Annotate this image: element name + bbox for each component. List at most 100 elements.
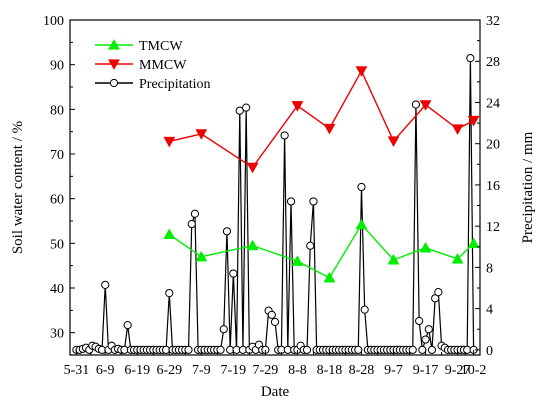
precipitation-point: [123, 321, 132, 330]
precipitation-point: [280, 131, 289, 140]
legend-mmcw-label: MMCW: [139, 58, 187, 73]
left-y-tick-label: 30: [50, 327, 64, 342]
precipitation-point: [222, 227, 232, 236]
legend-precipitation-label: Precipitation: [139, 77, 211, 92]
mmcw-point: [246, 162, 259, 174]
left-y-tick-label: 70: [50, 148, 64, 163]
precipitation-point: [219, 325, 228, 334]
mmcw-point: [451, 124, 464, 136]
precipitation-point: [187, 219, 196, 229]
tmcw-point: [163, 228, 176, 240]
precipitation-point: [309, 197, 318, 206]
precipitation-point: [184, 345, 193, 354]
x-tick-label: 10-2: [461, 363, 487, 378]
precipitation-point: [216, 345, 225, 354]
x-tick-label: 9-7: [384, 363, 403, 378]
tmcw-line: [168, 223, 475, 279]
right-y-tick-label: 24: [486, 96, 500, 111]
precipitation-point: [411, 100, 421, 109]
precipitation-point: [242, 103, 251, 112]
x-tick-label: 6-19: [124, 363, 150, 378]
tmcw-point: [387, 253, 400, 265]
legend: TMCW MMCW Precipitation: [95, 38, 211, 92]
right-y-tick-label: 0: [486, 344, 493, 359]
precipitation-point: [165, 289, 174, 298]
tmcw-point: [419, 241, 432, 253]
precipitation-point: [306, 241, 315, 250]
right-y-tick-label: 12: [486, 220, 500, 235]
precipitation-point: [434, 288, 443, 297]
left-y-tick-label: 50: [50, 237, 64, 252]
mmcw-point: [387, 136, 400, 148]
precipitation-point: [415, 316, 424, 326]
precipitation-point: [101, 280, 110, 290]
precipitation-point: [270, 317, 280, 327]
precipitation-point: [354, 345, 363, 354]
x-tick-label: 9-17: [413, 363, 439, 378]
left-y-tick-label: 80: [50, 103, 64, 118]
series-layer: [72, 54, 480, 354]
legend-tmcw-label: TMCW: [139, 39, 183, 54]
right-y-tick-label: 28: [486, 55, 500, 70]
precipitation-point: [229, 269, 238, 278]
tmcw-point: [355, 218, 368, 230]
x-tick-label: 8-18: [317, 363, 343, 378]
left-y-axis-title: Soil water content / %: [10, 121, 26, 254]
mmcw-point: [467, 115, 480, 127]
precipitation-point: [466, 54, 475, 63]
tmcw-point: [195, 250, 208, 262]
x-tick-label: 6-29: [156, 363, 182, 378]
mmcw-point: [355, 66, 368, 77]
x-axis-title: Date: [261, 384, 290, 400]
tmcw-point: [291, 255, 304, 266]
left-y-tick-label: 60: [50, 193, 64, 208]
precipitation-point: [357, 182, 366, 192]
precipitation-point: [286, 197, 296, 206]
x-tick-label: 9-27: [445, 363, 471, 378]
precipitation-point: [235, 106, 244, 115]
tmcw-point: [323, 271, 336, 283]
x-tick-label: 8-28: [349, 363, 375, 378]
mmcw-point: [163, 136, 176, 148]
axis-layer: 30 40 50 60 70 80 90 100 0 4 8 12 16 20 24 28 32 5-31 6-9 6…: [43, 14, 500, 378]
right-y-tick-label: 16: [486, 179, 500, 194]
left-y-tick-label: 90: [50, 59, 64, 74]
tmcw-point: [467, 237, 480, 248]
x-tick-label: 7-29: [253, 363, 279, 378]
legend-precipitation-marker: [109, 78, 119, 88]
mmcw-point: [419, 100, 432, 111]
x-tick-label: 7-19: [221, 363, 247, 378]
left-y-tick-label: 40: [50, 282, 64, 297]
right-y-tick-label: 20: [486, 138, 500, 153]
x-tick-label: 6-9: [96, 363, 115, 378]
x-tick-label: 5-31: [64, 363, 90, 378]
x-tick-label: 8-8: [288, 363, 307, 378]
precipitation-point: [302, 345, 312, 354]
legend-mmcw-marker: [108, 59, 120, 71]
mmcw-point: [291, 101, 304, 112]
mmcw-line: [169, 69, 474, 169]
right-y-tick-label: 8: [486, 261, 493, 276]
x-tick-label: 7-9: [192, 363, 211, 378]
mmcw-point: [195, 129, 208, 140]
legend-tmcw-marker: [108, 38, 120, 50]
right-y-axis-title: Precipitation / mm: [520, 131, 536, 243]
precipitation-point: [427, 345, 437, 354]
right-y-tick-label: 32: [486, 14, 500, 29]
precipitation-point: [408, 345, 417, 354]
precipitation-point: [360, 305, 369, 314]
mmcw-point: [323, 123, 336, 135]
precipitation-point: [424, 325, 433, 334]
left-y-tick-label: 100: [43, 14, 64, 29]
precipitation-point: [431, 294, 440, 303]
plot-frame: [69, 19, 481, 356]
right-y-tick-label: 4: [486, 303, 493, 318]
precipitation-point: [190, 209, 200, 218]
precipitation-point: [421, 335, 430, 344]
precipitation-point: [418, 345, 427, 354]
precipitation-point: [267, 310, 276, 319]
tmcw-point: [451, 252, 464, 264]
tmcw-point: [246, 239, 259, 251]
